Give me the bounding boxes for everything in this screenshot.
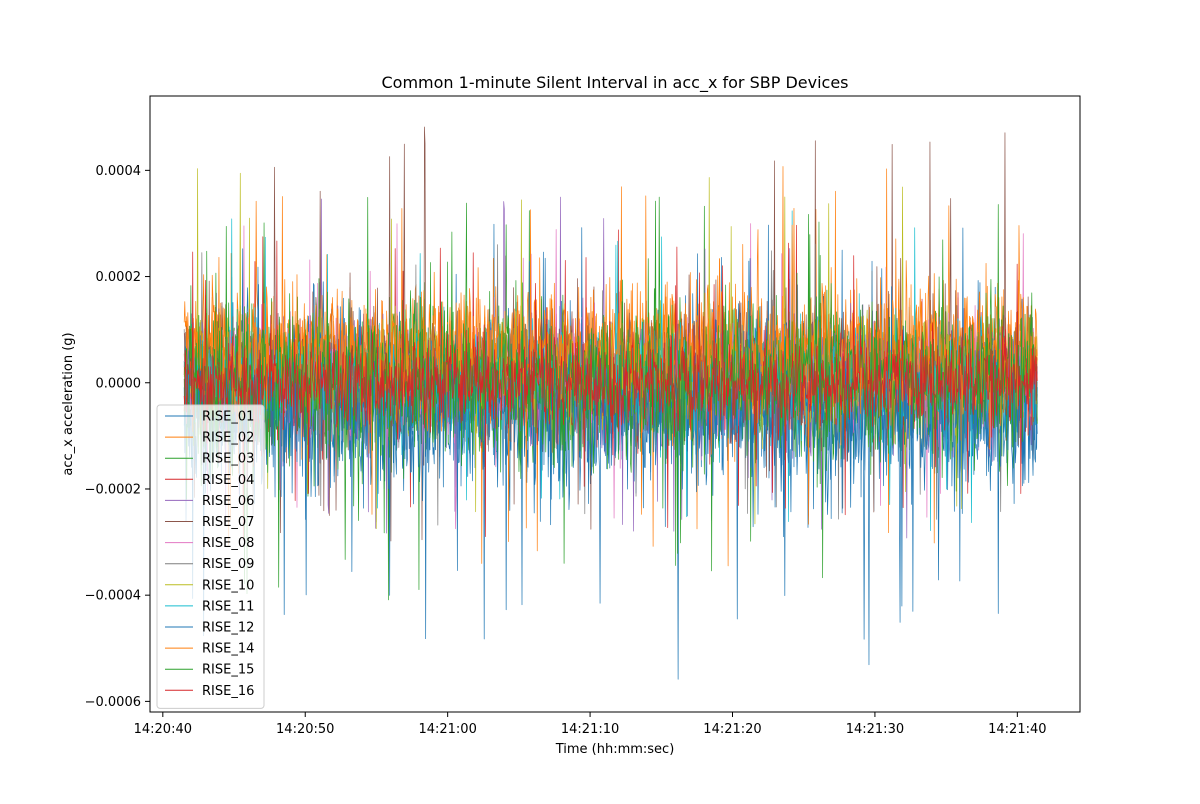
- x-tick-label: 14:21:10: [561, 722, 619, 737]
- legend-label: RISE_04: [202, 473, 254, 488]
- x-axis: 14:20:40 14:20:50 14:21:00 14:21:10 14:21:20…: [134, 712, 1047, 737]
- legend-label: RISE_09: [202, 557, 254, 572]
- series-layer: [183, 126, 1038, 680]
- x-axis-label: Time (hh:mm:sec): [555, 742, 675, 757]
- series-line-rise-16: [183, 251, 1038, 516]
- legend-label: RISE_03: [202, 452, 254, 467]
- legend-label: RISE_10: [202, 578, 254, 593]
- legend-box: [156, 404, 265, 709]
- legend-label: RISE_01: [202, 410, 254, 425]
- legend-label: RISE_07: [202, 515, 254, 530]
- y-tick-label: 0.0004: [96, 164, 142, 179]
- x-tick-label: 14:20:50: [276, 722, 334, 737]
- plot-area: [183, 126, 1038, 680]
- legend-label: RISE_16: [202, 684, 254, 699]
- y-tick-label: −0.0004: [85, 589, 141, 604]
- x-tick-label: 14:21:40: [988, 722, 1046, 737]
- y-tick-label: −0.0002: [85, 482, 141, 497]
- y-tick-label: 0.0000: [96, 376, 142, 391]
- x-tick-label: 14:21:30: [846, 722, 904, 737]
- legend-label: RISE_02: [202, 431, 254, 446]
- y-tick-label: −0.0006: [85, 695, 141, 710]
- x-tick-label: 14:21:00: [418, 722, 476, 737]
- legend-label: RISE_12: [202, 621, 254, 636]
- plot-frame: [149, 95, 1081, 713]
- legend-label: RISE_08: [202, 536, 254, 551]
- legend-label: RISE_06: [202, 494, 254, 509]
- y-axis-label: acc_x acceleration (g): [61, 332, 76, 475]
- legend-label: RISE_11: [202, 599, 254, 614]
- x-tick-label: 14:21:20: [703, 722, 761, 737]
- legend-label: RISE_15: [202, 663, 254, 678]
- legend-label: RISE_14: [202, 642, 254, 657]
- y-tick-label: 0.0002: [96, 270, 142, 285]
- y-axis: 0.0004 0.0002 0.0000 −0.0002 −0.0004 −0.0006: [85, 164, 150, 710]
- x-tick-label: 14:20:40: [134, 722, 192, 737]
- chart-title: Common 1-minute Silent Interval in acc_x…: [382, 73, 849, 93]
- legend: RISE_01 RISE_02 RISE_03 RISE_04 RISE_06 RISE_…: [156, 404, 265, 709]
